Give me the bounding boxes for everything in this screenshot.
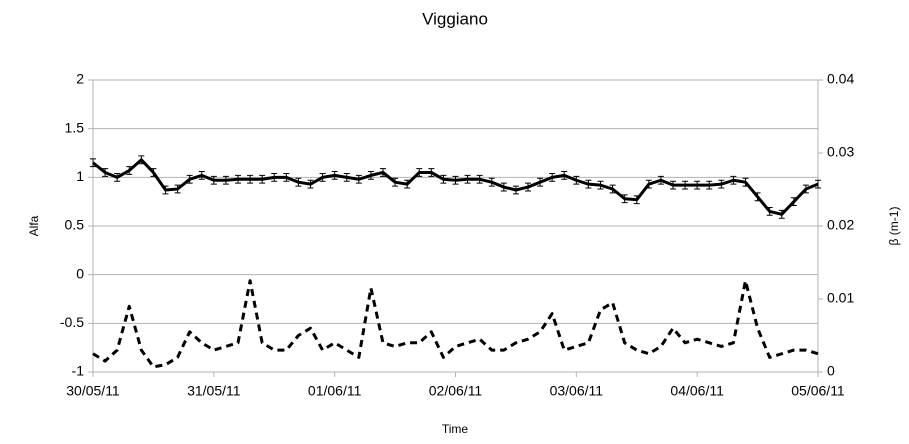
y2-tick-label: 0 bbox=[827, 363, 835, 379]
y2-tick-label: 0.01 bbox=[827, 290, 854, 306]
chart-title: Viggiano bbox=[422, 9, 488, 28]
y-tick-label: 2 bbox=[76, 71, 84, 87]
series-line bbox=[92, 279, 819, 369]
y2-tick-label: 0.03 bbox=[827, 144, 854, 160]
x-tick-label: 31/05/11 bbox=[187, 383, 241, 399]
y-tick-label: 1.5 bbox=[65, 119, 85, 135]
y-tick-label: 0 bbox=[76, 265, 84, 281]
x-tick-label: 30/05/11 bbox=[66, 383, 120, 399]
series-line bbox=[92, 158, 819, 216]
y2-tick-label: 0.02 bbox=[827, 217, 854, 233]
y-tick-label: 0.5 bbox=[65, 217, 85, 233]
y-tick-label: -0.5 bbox=[60, 314, 84, 330]
x-tick-label: 02/06/11 bbox=[429, 383, 483, 399]
error-bar bbox=[815, 179, 821, 189]
y2-axis-label: β (m-1) bbox=[887, 207, 901, 246]
y2-tick-label: 0.04 bbox=[827, 71, 854, 87]
y-tick-label: -1 bbox=[72, 363, 85, 379]
y-axis-label: Alfa bbox=[27, 215, 41, 236]
x-axis-label: Time bbox=[442, 422, 469, 436]
x-tick-label: 01/06/11 bbox=[308, 383, 362, 399]
x-tick-label: 03/06/11 bbox=[550, 383, 604, 399]
x-tick-label: 04/06/11 bbox=[670, 383, 724, 399]
x-tick-label: 05/06/11 bbox=[791, 383, 845, 399]
y-tick-label: 1 bbox=[76, 168, 84, 184]
